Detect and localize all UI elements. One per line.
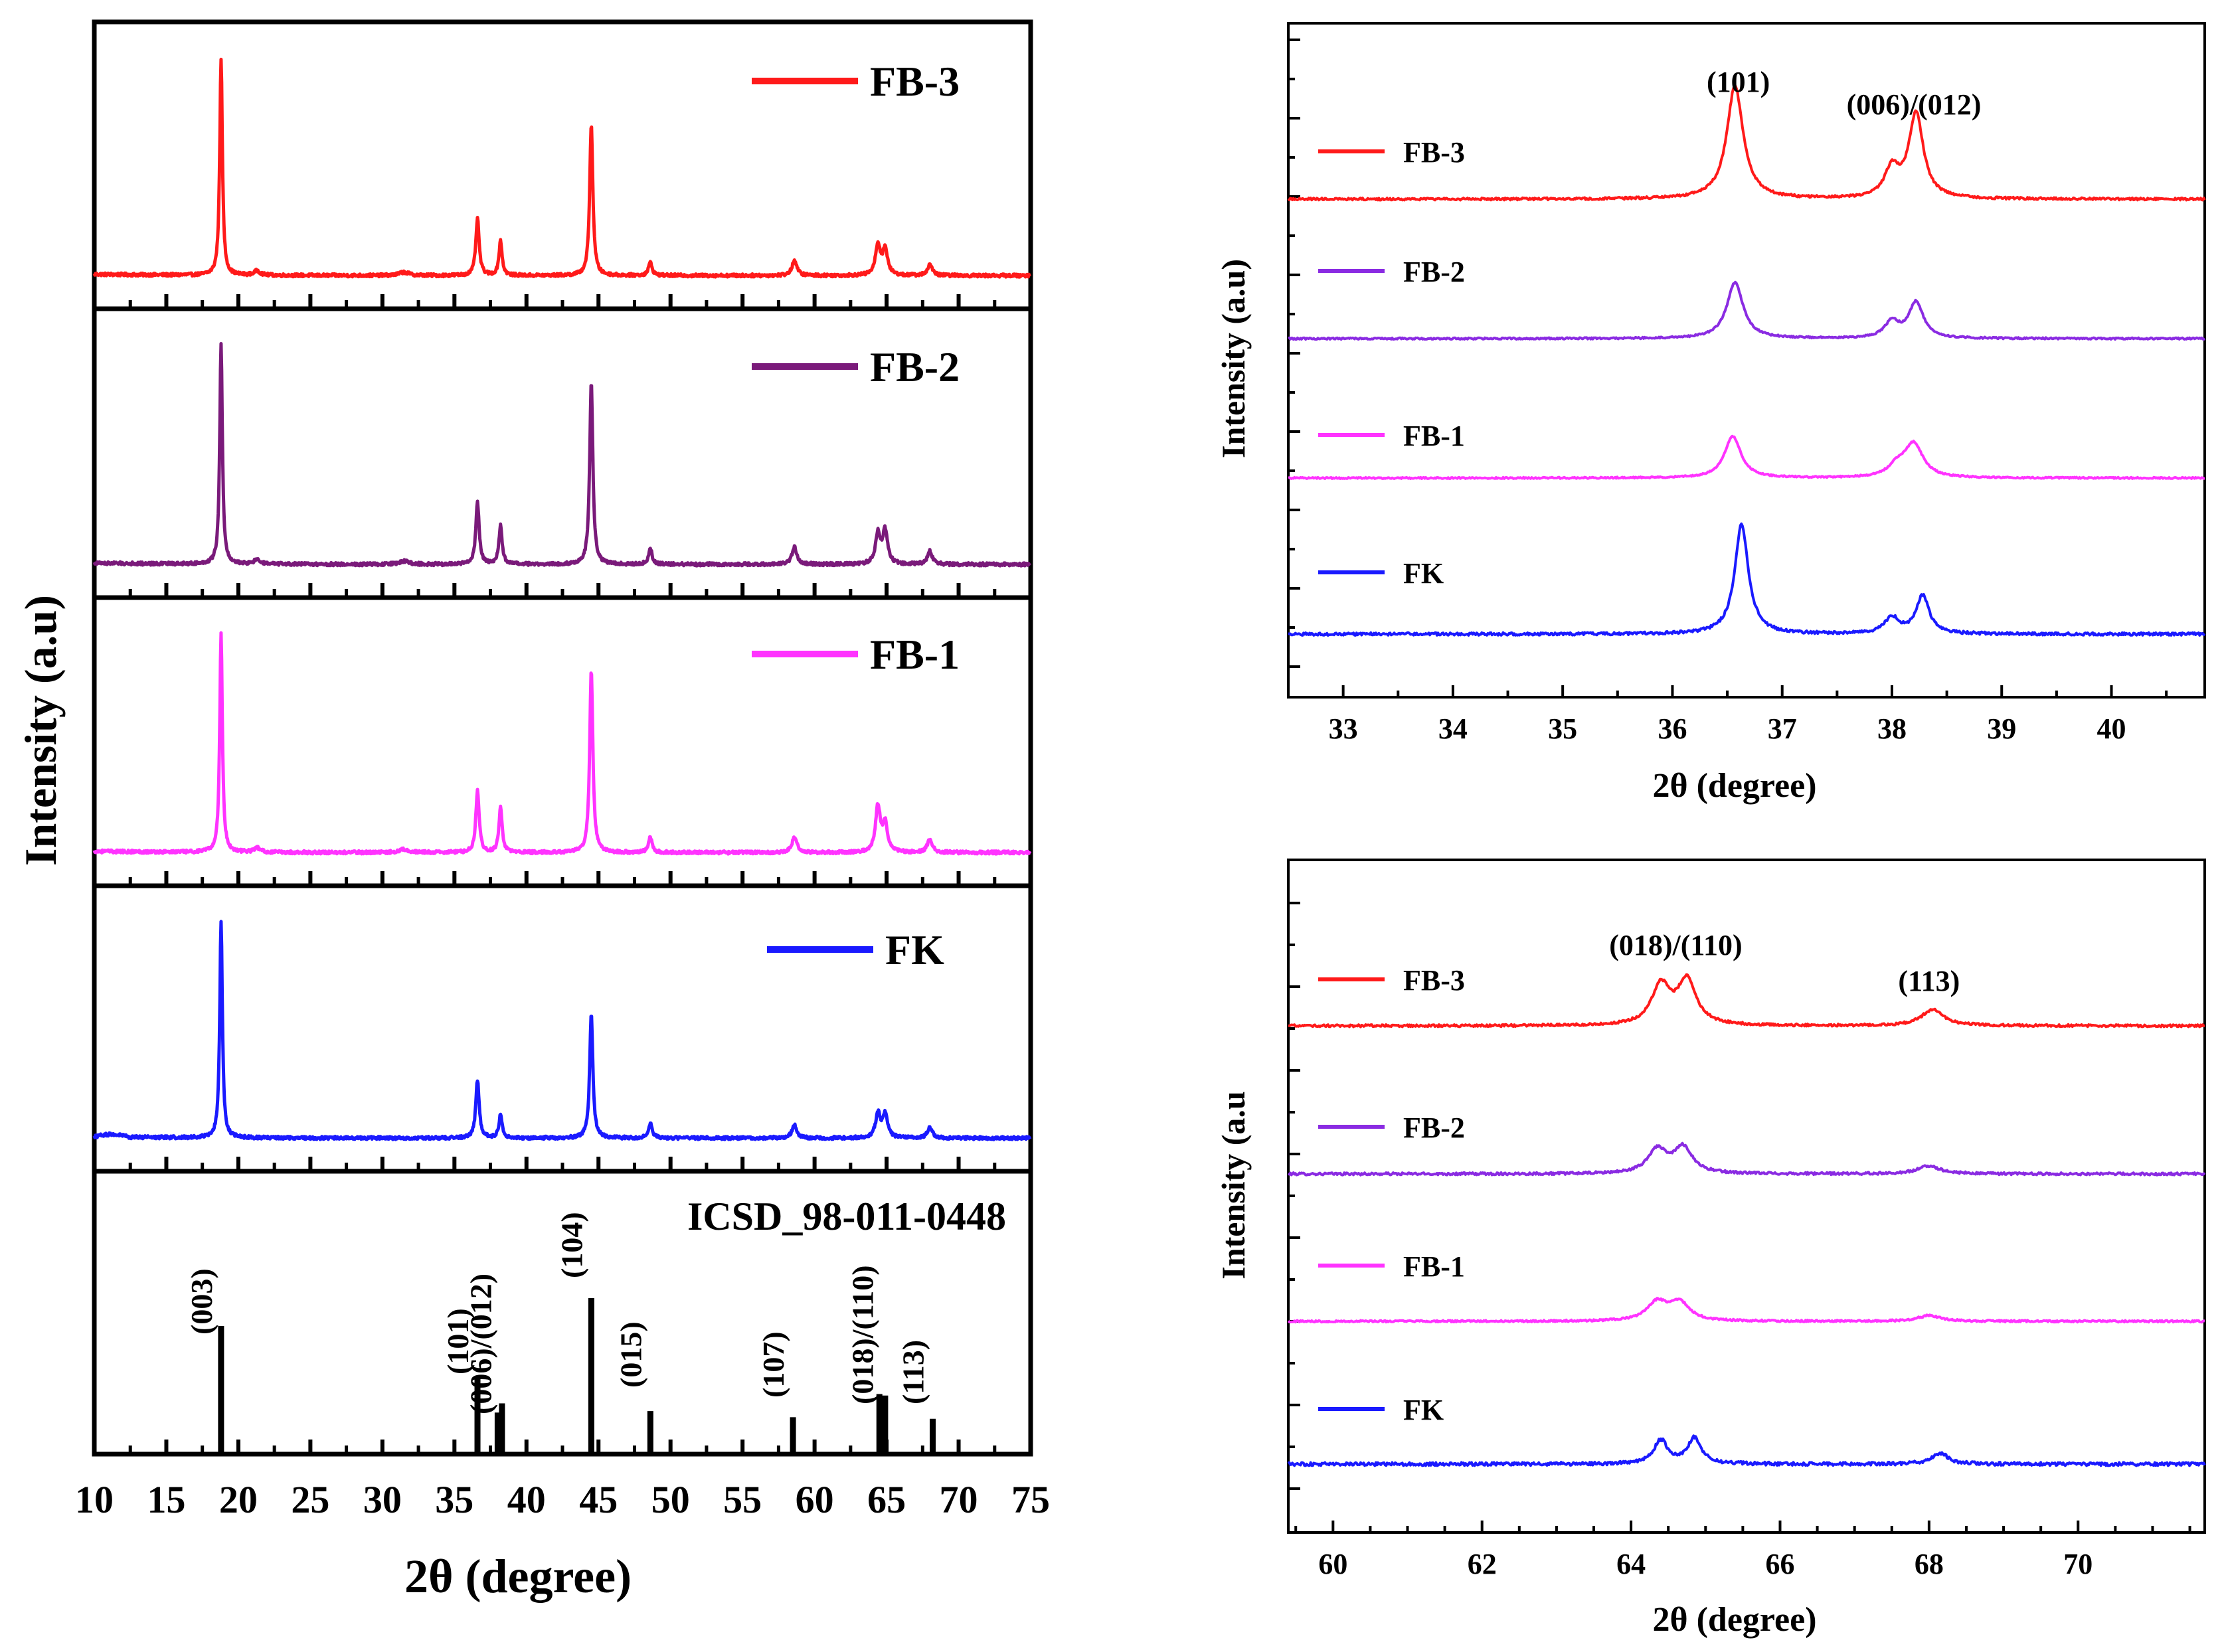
x-tick-label: 55	[723, 1478, 762, 1521]
series-line-fb-1	[92, 631, 1032, 856]
left-legends: FB-3 FB-2 FB-1 FK	[752, 58, 960, 973]
x-tick-label: 30	[363, 1478, 402, 1521]
x-tick-label: 75	[1011, 1478, 1050, 1521]
reference-hkl-label: (107)	[756, 1331, 790, 1398]
legend-label-fb-3: FB-3	[1403, 136, 1465, 169]
x-tick-label: 68	[1915, 1548, 1944, 1580]
legend-label-fb-3: FB-3	[870, 58, 960, 105]
left-y-axis-label: Intensity (a.u)	[15, 595, 66, 866]
peak-annotation: (018)/(110)	[1609, 929, 1742, 961]
legend-label-fb-2: FB-2	[1403, 256, 1465, 288]
legend-label-fb-1: FB-1	[870, 631, 960, 678]
top-right-zoom-panel: 33 34 35 36 37 38 39 40 FB-3 FB-2 FB-1 FK (101) (006)…	[1215, 22, 2206, 805]
x-tick-label: 37	[1768, 712, 1797, 745]
x-tick-label: 60	[796, 1478, 834, 1521]
legend-label-fb-1: FB-1	[1403, 1250, 1465, 1283]
peak-annotation: (006)/(012)	[1847, 88, 1982, 121]
series-line-fb-1	[1287, 1297, 2205, 1324]
legend-label-fb-2: FB-2	[1403, 1112, 1465, 1144]
legend-label-fk: FK	[1403, 1394, 1444, 1426]
plot-frame	[1287, 859, 2206, 1534]
reference-hkl-label: (104)	[555, 1212, 588, 1278]
left-x-tick-labels: 10 15 20 25 30 35 40 45 50 55 60 65 70 75	[75, 1478, 1050, 1521]
x-tick-label: 33	[1329, 712, 1358, 745]
series-line-fb-2	[1287, 1141, 2206, 1177]
x-tick-label: 15	[147, 1478, 185, 1521]
series-line-fk	[1287, 1434, 2206, 1467]
reference-hkl-label: (113)	[897, 1340, 930, 1404]
peak-annotation: (113)	[1898, 965, 1960, 997]
series-line-fb-3	[92, 57, 1031, 279]
x-tick-label: 50	[651, 1478, 690, 1521]
x-tick-label: 20	[219, 1478, 258, 1521]
series-line-fb-2	[1288, 280, 2206, 341]
x-tick-label: 35	[1548, 712, 1577, 745]
x-tick-label: 35	[435, 1478, 473, 1521]
series-line-fb-2	[92, 342, 1031, 568]
reference-hkl-label: (101)	[441, 1308, 475, 1374]
legend-label-fk: FK	[885, 926, 944, 973]
x-tick-label: 70	[940, 1478, 978, 1521]
reference-hkl-label: (018)/(110)	[846, 1265, 880, 1404]
peak-annotation: (101)	[1707, 66, 1770, 98]
x-tick-label: 45	[579, 1478, 618, 1521]
reference-hkl-label: (003)	[185, 1268, 218, 1335]
series-line-fk	[92, 920, 1032, 1141]
x-tick-label: 40	[507, 1478, 546, 1521]
x-tick-label: 36	[1658, 712, 1687, 745]
reference-pattern: ICSD_98-011-0448 (003) (101)(006)/(012) (10…	[185, 1195, 1006, 1453]
x-tick-label: 62	[1468, 1548, 1497, 1580]
x-tick-label: 40	[2097, 712, 2126, 745]
series-line-fb-3	[1287, 84, 2206, 202]
legend-label-fk: FK	[1403, 557, 1444, 590]
left-xrd-panel: FB-3 FB-2 FB-1 FK ICSD_98-011-0448 (003) (101…	[15, 19, 1050, 1603]
x-tick-label: 25	[291, 1478, 329, 1521]
series-line-fb-1	[1288, 434, 2205, 480]
plot-frame	[1287, 22, 2206, 699]
reference-hkl-label: (006)/(012)	[464, 1274, 498, 1414]
br-content: 60 62 64 66 68 70 FB-3 FB-2 FB-1 FK (018)/(110) (11…	[1287, 859, 2206, 1580]
series-line-fb-3	[1288, 973, 2205, 1029]
tr-y-axis-label: Intensity (a.u)	[1215, 259, 1252, 458]
x-tick-label: 60	[1318, 1548, 1347, 1580]
br-x-axis-label: 2θ (degree)	[1652, 1601, 1816, 1639]
x-tick-label: 65	[867, 1478, 906, 1521]
series-line-fk	[1288, 522, 2206, 637]
x-tick-label: 38	[1877, 712, 1907, 745]
left-tick-marks	[92, 294, 1033, 1454]
reference-hkl-label: (015)	[614, 1321, 647, 1388]
left-xrd-curves	[92, 57, 1032, 1141]
x-tick-label: 64	[1616, 1548, 1646, 1580]
bottom-right-zoom-panel: 60 62 64 66 68 70 FB-3 FB-2 FB-1 FK (018)/(110) (11…	[1215, 859, 2206, 1639]
x-tick-label: 10	[75, 1478, 114, 1521]
legend-label-fb-1: FB-1	[1403, 420, 1465, 452]
x-tick-label: 34	[1438, 712, 1468, 745]
reference-title: ICSD_98-011-0448	[687, 1195, 1006, 1238]
left-x-axis-label: 2θ (degree)	[404, 1550, 632, 1603]
x-tick-label: 66	[1765, 1548, 1794, 1580]
x-tick-label: 70	[2063, 1548, 2093, 1580]
x-tick-label: 39	[1987, 712, 2016, 745]
tr-content: 33 34 35 36 37 38 39 40 FB-3 FB-2 FB-1 FK (101) (006)…	[1287, 22, 2206, 745]
legend-label-fb-3: FB-3	[1403, 964, 1465, 997]
tr-x-axis-label: 2θ (degree)	[1652, 767, 1816, 805]
legend-label-fb-2: FB-2	[870, 343, 960, 390]
br-y-axis-label: Intensity (a.u	[1215, 1091, 1252, 1279]
